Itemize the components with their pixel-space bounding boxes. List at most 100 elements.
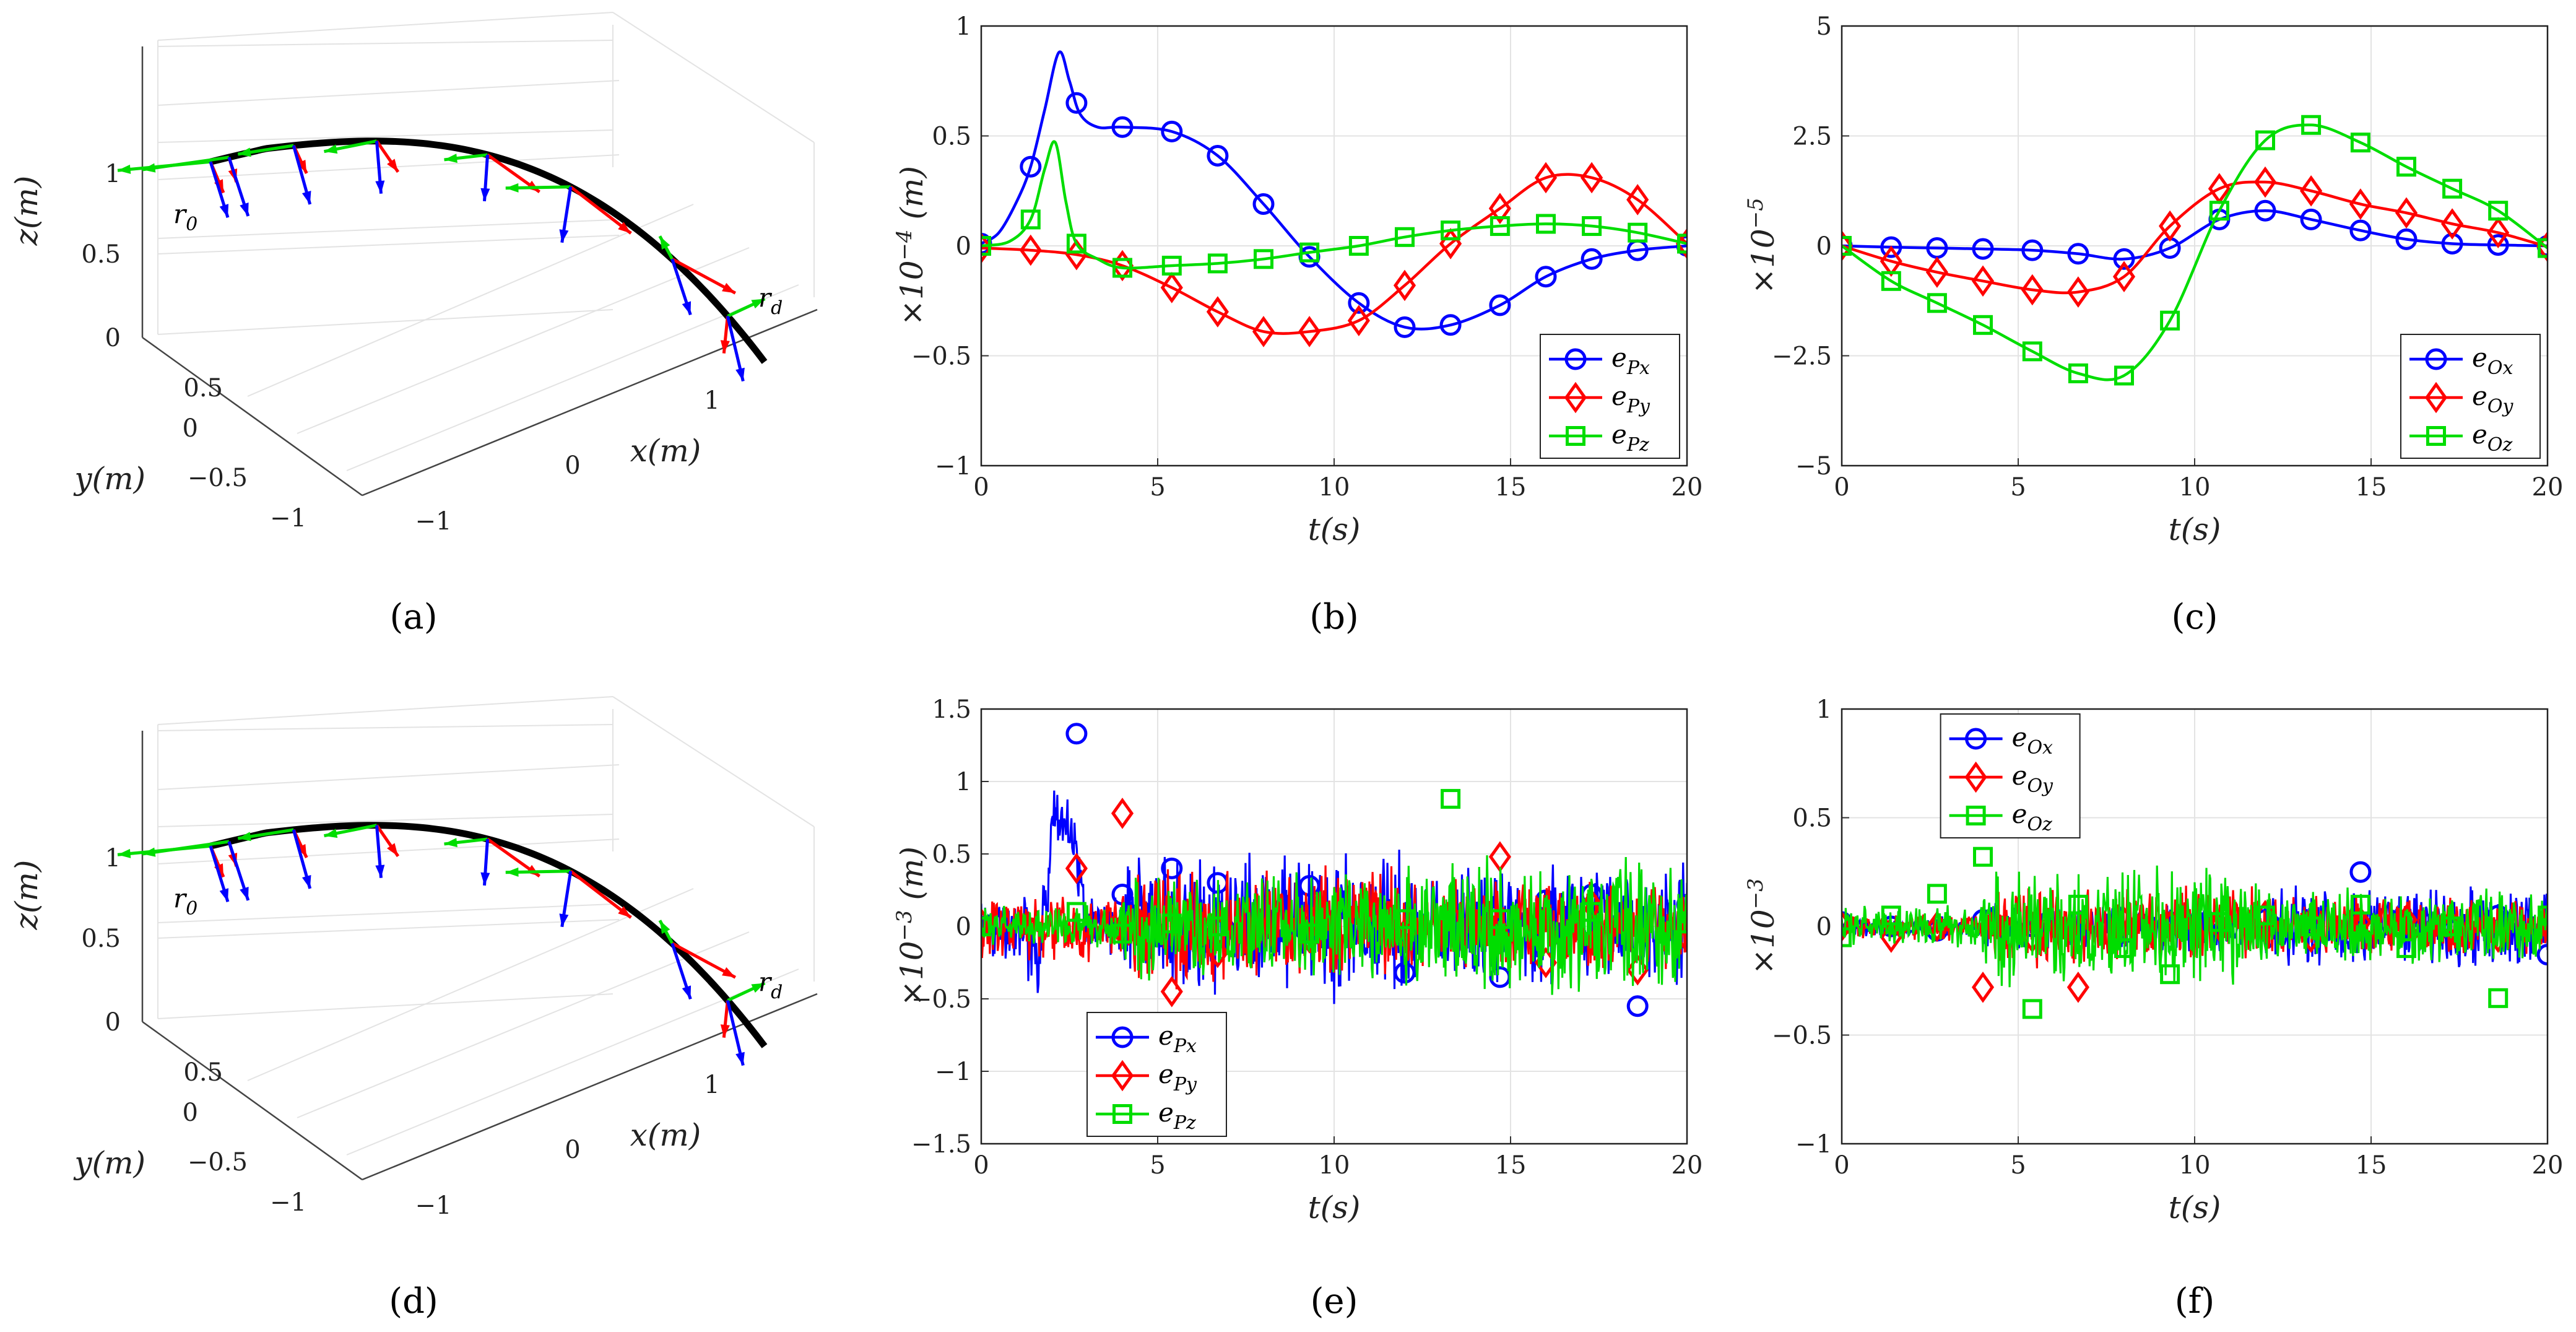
legend-label-eOy: eOy: [2472, 381, 2513, 417]
frame-arrowhead: [722, 282, 735, 294]
data-marker-ePz: [1395, 909, 1415, 929]
data-marker-ePz: [1066, 233, 1086, 254]
data-marker-ePx: [1626, 995, 1649, 1017]
x-tick-label: 10: [2179, 1151, 2211, 1180]
y-tick-label: 0.5: [932, 840, 971, 869]
x-tick-label: 1: [704, 1071, 719, 1099]
x-tick-label: 20: [1672, 473, 1703, 502]
z-tick-label: 0.5: [81, 925, 121, 953]
data-marker-eOz: [1881, 905, 1901, 926]
y-axis-label: y(m): [73, 461, 145, 497]
data-marker-ePz: [1441, 789, 1461, 809]
data-marker-ePy: [1534, 162, 1558, 194]
grid-line: [157, 129, 614, 143]
data-marker-ePy: [1393, 269, 1416, 302]
data-marker-ePz: [1299, 923, 1320, 944]
data-marker-eOz: [2255, 905, 2275, 926]
data-marker-ePz: [1395, 227, 1415, 247]
data-marker-eOz: [2114, 365, 2134, 386]
y-tick-label: 1: [956, 768, 971, 796]
data-marker-ePx: [1581, 248, 1603, 270]
x-tick-label: 10: [1319, 1151, 1350, 1180]
grid-line: [157, 219, 614, 239]
annotation-rd: rd: [758, 967, 783, 1003]
data-marker-eOy: [1880, 245, 1902, 277]
data-marker-eOy: [2487, 217, 2510, 249]
y-tick-label: 2.5: [1792, 123, 1832, 151]
legend-label-eOz: eOz: [2012, 799, 2052, 835]
data-marker-eOx: [2300, 208, 2322, 230]
data-marker-eOz: [2160, 310, 2180, 331]
frame-arrowhead: [375, 864, 385, 878]
data-marker-eOy: [2066, 971, 2089, 1003]
data-marker-eOz: [2160, 964, 2180, 985]
x-tick-label: 20: [2532, 1151, 2564, 1180]
x-tick-label: 5: [2010, 473, 2026, 502]
frame-arrowhead: [659, 236, 670, 250]
grid-line: [157, 764, 620, 790]
y-tick-label: 0: [183, 1099, 198, 1127]
z-tick-label: 1: [105, 160, 121, 188]
data-marker-eOz: [1973, 315, 1993, 335]
frame-arrowhead: [751, 298, 765, 309]
y-tick-label: −0.5: [911, 985, 971, 1014]
data-marker-eOy: [2066, 276, 2089, 308]
data-marker-ePz: [1582, 216, 1602, 237]
series-line-ePy: [981, 173, 1687, 335]
y-tick-label: 0.5: [183, 1058, 223, 1087]
data-marker-eOx: [1880, 236, 1902, 258]
legend-label-eOy: eOy: [2012, 760, 2053, 797]
legend-marker: [2425, 348, 2447, 370]
z-axis-label: z(m): [9, 176, 45, 246]
grid-line: [346, 969, 799, 1156]
frame-arrowhead: [659, 920, 670, 934]
y-tick-label: −1: [270, 504, 306, 533]
y-tick-label: 1: [1816, 695, 1832, 724]
panel-caption: (e): [1311, 1281, 1358, 1321]
data-marker-ePy: [1347, 305, 1370, 337]
data-marker-eOz: [1842, 236, 1852, 256]
y-tick-label: −1.5: [911, 1130, 971, 1159]
frame-arrowhead: [118, 848, 131, 858]
y-axis-line: [142, 1021, 363, 1181]
grid-line: [247, 888, 694, 1081]
frame-arrowhead: [219, 888, 229, 902]
grid-line: [157, 814, 614, 827]
data-marker-eOz: [2022, 999, 2042, 1019]
data-marker-ePz: [1254, 249, 1273, 269]
legend-label-eOx: eOx: [2472, 342, 2513, 379]
annotation-r0: r0: [173, 199, 197, 235]
data-marker-ePz: [1441, 220, 1461, 241]
grid-line: [157, 40, 614, 47]
frame-arrow: [142, 155, 230, 172]
data-marker-ePy: [1581, 162, 1603, 194]
data-marker-eOz: [2022, 341, 2042, 362]
data-marker-ePz: [981, 236, 991, 256]
x-tick-label: 20: [1672, 1151, 1703, 1180]
legend-marker: [1112, 1104, 1132, 1124]
panel-e: 0 5 10 15 20 1.5 1 0.5 0 −0.5 −1 −1.5 t(s) ×10−3 (m) e…: [892, 695, 1702, 1321]
legend-marker: [2424, 381, 2448, 414]
grid-line: [247, 204, 694, 397]
data-marker-eOx: [2067, 243, 2089, 265]
data-marker-ePy: [1298, 316, 1321, 347]
x-tick-label: 5: [2010, 1151, 2026, 1180]
frame-arrowhead: [238, 147, 251, 157]
data-marker-eOy: [1925, 256, 1948, 288]
data-marker-ePx: [1439, 314, 1462, 336]
data-marker-eOz: [2350, 133, 2370, 153]
grid-line: [612, 696, 815, 827]
z-tick-label: 0.5: [81, 240, 121, 269]
data-marker-ePz: [1628, 222, 1648, 243]
data-marker-ePx: [1535, 266, 1557, 288]
frame-arrowhead: [720, 340, 730, 354]
y-tick-label: −0.5: [1772, 1022, 1832, 1050]
x-tick-label: 10: [2179, 473, 2211, 502]
z-axis-label: z(m): [9, 860, 45, 931]
series-group: [1842, 115, 2548, 386]
data-marker-eOz: [2350, 894, 2370, 915]
data-marker-ePz: [1677, 233, 1687, 254]
